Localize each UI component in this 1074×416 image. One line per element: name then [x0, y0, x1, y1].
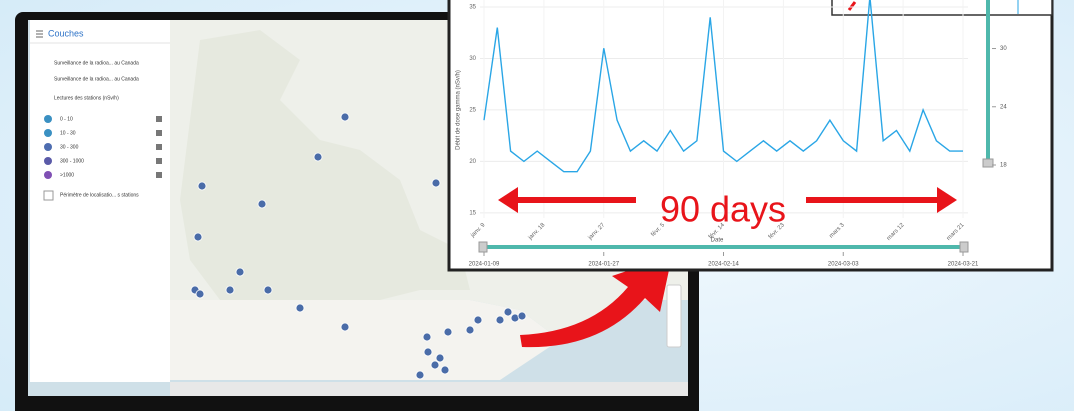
- inset-panel: [832, 0, 1052, 15]
- station-marker: [518, 312, 526, 320]
- annotation: 90 days: [660, 189, 786, 230]
- layer-label[interactable]: Surveillance de la radioa... au Canada: [54, 76, 139, 82]
- legend-label: 300 - 1000: [60, 158, 84, 164]
- legend-swatch: [44, 171, 52, 179]
- station-marker: [264, 286, 272, 294]
- station-marker: [198, 182, 206, 190]
- station-marker: [432, 179, 440, 187]
- station-marker: [296, 304, 304, 312]
- y-tick-label: 30: [469, 56, 476, 62]
- station-marker: [431, 361, 439, 369]
- y-tick-label: 25: [469, 108, 476, 114]
- legend-label: >1000: [60, 172, 74, 178]
- station-marker: [466, 326, 474, 334]
- slider-tick-label: 24: [1000, 104, 1007, 110]
- y-tick-label: 35: [469, 5, 476, 11]
- station-marker: [424, 348, 432, 356]
- layer-label[interactable]: Lectures des stations (nSv/h): [54, 95, 119, 101]
- station-marker: [474, 316, 482, 324]
- legend-swatch: [44, 129, 52, 137]
- slider-tick-label: 30: [1000, 46, 1007, 52]
- map-us: [170, 300, 560, 380]
- y-tick-label: 15: [469, 210, 476, 216]
- slider-tick-label: 2024-03-21: [948, 262, 979, 268]
- slider-tick-label: 2024-01-27: [588, 262, 619, 268]
- station-marker: [504, 308, 512, 316]
- checkbox: [156, 144, 162, 150]
- perimeter-label[interactable]: Périmètre de localisatio... s stations: [60, 192, 139, 198]
- station-marker: [341, 113, 349, 121]
- station-marker: [436, 354, 444, 362]
- station-marker: [423, 333, 431, 341]
- station-marker: [416, 371, 424, 379]
- station-marker: [444, 328, 452, 336]
- slider-handle[interactable]: [983, 159, 993, 167]
- station-marker: [236, 268, 244, 276]
- y-axis-title: Débit de dose gamma (nSv/h): [456, 70, 462, 150]
- slider-handle[interactable]: [960, 242, 968, 252]
- checkbox: [156, 172, 162, 178]
- station-marker: [258, 200, 266, 208]
- legend-swatch: [44, 143, 52, 151]
- legend-label: 0 - 10: [60, 116, 73, 122]
- map-controls: [667, 285, 681, 347]
- slider-tick-label: 18: [1000, 163, 1007, 169]
- zoom-controls[interactable]: [667, 285, 681, 347]
- legend-label: 10 - 30: [60, 130, 76, 136]
- sidebar-title: Couches: [48, 28, 84, 38]
- station-marker: [196, 290, 204, 298]
- station-marker: [441, 366, 449, 374]
- slider-handle[interactable]: [479, 242, 487, 252]
- station-marker: [496, 316, 504, 324]
- station-marker: [226, 286, 234, 294]
- legend-swatch: [44, 157, 52, 165]
- scene: Couches Surveillance de la radioa... au …: [0, 0, 1074, 411]
- slider-tick-label: 2024-02-14: [708, 262, 739, 268]
- legend-swatch: [44, 115, 52, 123]
- station-marker: [341, 323, 349, 331]
- map-footer: [170, 382, 688, 396]
- checkbox: [156, 158, 162, 164]
- checkbox: [156, 116, 162, 122]
- sidebar: [30, 20, 170, 382]
- legend-label: 30 - 300: [60, 144, 79, 150]
- checkbox[interactable]: [44, 191, 53, 200]
- page: Couches Surveillance de la radioa... au …: [0, 0, 1074, 411]
- slider-tick-label: 2024-03-03: [828, 262, 859, 268]
- station-marker: [314, 153, 322, 161]
- slider-tick-label: 2024-01-09: [469, 262, 500, 268]
- station-marker: [194, 233, 202, 241]
- y-tick-label: 20: [469, 159, 476, 165]
- checkbox: [156, 130, 162, 136]
- layer-label[interactable]: Surveillance de la radioa... au Canada: [54, 60, 139, 66]
